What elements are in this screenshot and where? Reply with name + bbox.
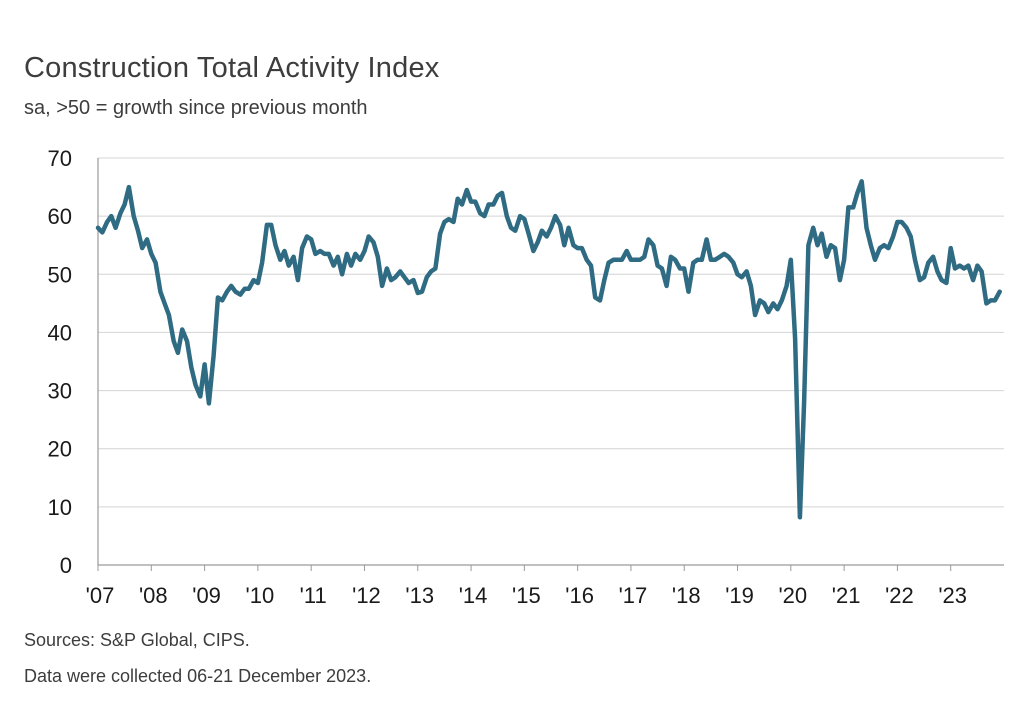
series-line-0 [95,179,1002,520]
x-tick-label: '11 [300,583,327,608]
series [95,179,1002,520]
x-tick-label: '07 [86,583,115,608]
chart-title: Construction Total Activity Index [24,52,440,84]
x-tick-label: '22 [885,583,914,608]
y-tick-label: 50 [48,262,72,287]
x-tick-label: '17 [619,583,648,608]
x-tick-label: '20 [778,583,807,608]
x-tick-label: '19 [725,583,754,608]
x-tick-label: '18 [672,583,701,608]
x-tick-label: '23 [938,583,967,608]
y-tick-labels: 0 10 20 30 40 50 60 70 [48,146,72,578]
x-tick-label: '08 [139,583,168,608]
y-tick-label: 0 [60,553,72,578]
x-tick-label: '15 [512,583,541,608]
y-tick-label: 70 [48,146,72,171]
x-tick-label: '16 [565,583,594,608]
x-tick-label: '14 [459,583,488,608]
x-tick-label: '21 [832,583,861,608]
x-tick-label: '12 [352,583,381,608]
y-tick-label: 10 [48,495,72,520]
sources-note: Sources: S&P Global, CIPS. [24,630,250,650]
axes [97,158,1004,571]
x-tick-labels: '07 '08 '09 '10 '11 '12 '13 '14 '15 '16 '17 '18 '19 '… [86,583,967,608]
x-tick-label: '09 [192,583,221,608]
y-tick-label: 30 [48,379,72,404]
chart-subtitle: sa, >50 = growth since previous month [24,97,368,119]
collection-note: Data were collected 06-21 December 2023. [24,666,372,686]
y-tick-label: 60 [48,204,72,229]
y-tick-label: 20 [48,437,72,462]
gridlines [98,157,1004,508]
x-tick-label: '13 [405,583,434,608]
x-tick-label: '10 [246,583,275,608]
y-tick-label: 40 [48,320,72,345]
